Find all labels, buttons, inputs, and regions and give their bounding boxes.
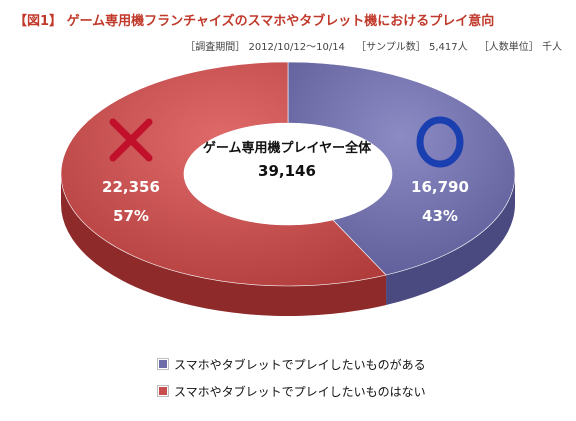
unit-label: ［人数単位］ 千人 xyxy=(478,42,562,53)
donut-hole xyxy=(184,123,392,225)
chart-title: 【図1】 ゲーム専用機フランチャイズのスマホやタブレット機におけるプレイ意向 xyxy=(14,14,495,29)
center-total: 39,146 xyxy=(258,162,316,180)
legend-swatch-no xyxy=(158,386,168,396)
slice-pct-label-1: 57% xyxy=(113,207,149,225)
survey-period: ［調査期間］ 2012/10/12〜10/14 xyxy=(185,42,345,53)
survey-info: ［調査期間］ 2012/10/12〜10/14 ［サンプル数］ 5,417人 ［… xyxy=(185,38,562,53)
legend: スマホやタブレットでプレイしたいものがある スマホやタブレットでプレイしたいもの… xyxy=(158,354,426,408)
slice-value-label-0: 16,790 xyxy=(411,178,469,196)
center-label: ゲーム専用機プレイヤー全体 39,146 xyxy=(203,140,372,180)
legend-item-no: スマホやタブレットでプレイしたいものはない xyxy=(158,381,426,401)
slice-pct-label-0: 43% xyxy=(422,207,458,225)
cross-mark xyxy=(109,118,153,162)
legend-label-yes: スマホやタブレットでプレイしたいものがある xyxy=(174,357,426,372)
legend-swatch-yes xyxy=(158,359,168,369)
slice-side-0 xyxy=(386,174,515,306)
legend-label-no: スマホやタブレットでプレイしたいものはない xyxy=(174,384,426,399)
center-title: ゲーム専用機プレイヤー全体 xyxy=(203,140,372,156)
legend-item-yes: スマホやタブレットでプレイしたいものがある xyxy=(158,354,426,374)
sample-size: ［サンプル数］ 5,417人 xyxy=(356,42,468,53)
slice-value-label-1: 22,356 xyxy=(102,178,160,196)
slice-side-1 xyxy=(61,174,387,317)
circle-mark xyxy=(416,116,464,168)
